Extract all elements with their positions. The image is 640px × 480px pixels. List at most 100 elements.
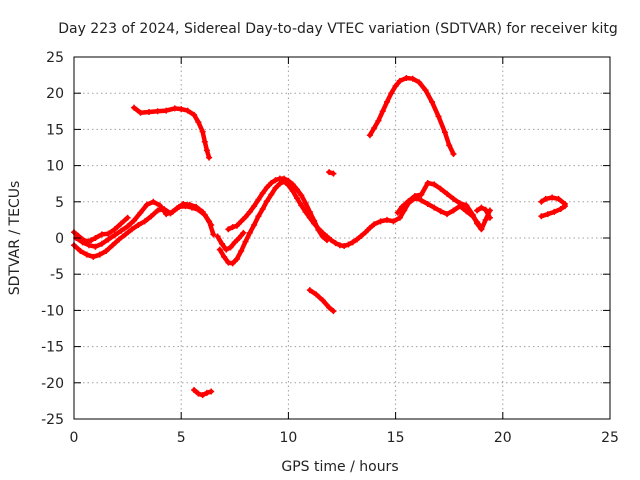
data-point xyxy=(409,75,416,82)
x-tick-label: 25 xyxy=(601,430,619,446)
data-point xyxy=(330,170,337,177)
data-point xyxy=(441,129,448,136)
data-point xyxy=(223,246,230,253)
data-point xyxy=(482,206,489,213)
data-point xyxy=(311,217,318,224)
data-point xyxy=(354,236,361,243)
data-point xyxy=(544,211,551,218)
data-point xyxy=(403,74,410,81)
data-point xyxy=(450,195,457,202)
data-point xyxy=(188,204,195,211)
series-track-4 xyxy=(131,104,213,161)
data-point xyxy=(203,389,210,396)
data-point xyxy=(416,79,423,86)
data-point xyxy=(86,242,93,249)
data-point xyxy=(233,255,240,262)
data-point xyxy=(330,308,337,315)
series-line xyxy=(73,199,214,249)
data-point xyxy=(437,208,444,215)
data-point xyxy=(319,233,326,240)
data-point xyxy=(206,154,213,161)
data-point xyxy=(405,198,412,205)
data-point xyxy=(143,201,150,208)
data-point xyxy=(551,208,558,215)
data-point xyxy=(429,98,436,105)
data-point xyxy=(366,132,373,139)
data-point xyxy=(315,227,322,234)
data-point xyxy=(199,128,206,135)
data-point xyxy=(156,202,163,209)
series-track-5 xyxy=(214,229,247,253)
x-tick-label: 10 xyxy=(279,430,297,446)
data-point xyxy=(88,237,95,244)
data-point xyxy=(137,209,144,216)
series-line xyxy=(474,205,493,220)
data-point xyxy=(218,240,225,247)
x-axis-label: GPS time / hours xyxy=(281,459,398,475)
data-point xyxy=(199,392,206,399)
data-point xyxy=(263,198,270,205)
series-track-14 xyxy=(538,194,568,207)
data-point xyxy=(111,232,118,239)
x-tick-labels: 0 5 10 15 20 25 xyxy=(70,430,619,446)
data-point xyxy=(555,195,562,202)
data-point xyxy=(242,214,249,221)
data-point xyxy=(154,207,161,214)
y-tick-label: 25 xyxy=(46,50,64,66)
data-point xyxy=(437,185,444,192)
data-point xyxy=(116,236,123,243)
data-point xyxy=(293,195,300,202)
data-point xyxy=(90,253,97,260)
data-point xyxy=(154,108,161,115)
data-point xyxy=(371,221,378,228)
data-point xyxy=(169,208,176,215)
data-point xyxy=(98,240,105,247)
y-tick-label: -25 xyxy=(41,412,64,428)
grid xyxy=(74,57,610,419)
data-point xyxy=(431,204,438,211)
data-point xyxy=(171,105,178,112)
data-point xyxy=(131,217,138,224)
data-point xyxy=(150,198,157,205)
data-point xyxy=(105,236,112,243)
series-track-8 xyxy=(306,287,337,315)
data-point xyxy=(216,246,223,253)
data-point xyxy=(371,124,378,131)
data-point xyxy=(306,287,313,294)
data-point xyxy=(392,82,399,89)
data-point xyxy=(401,207,408,214)
data-point xyxy=(418,191,425,198)
series-track-9 xyxy=(326,169,337,177)
data-point xyxy=(233,222,240,229)
data-point xyxy=(182,203,189,210)
data-point xyxy=(79,239,86,246)
y-tick-label: 5 xyxy=(55,195,64,211)
data-point xyxy=(444,211,451,218)
data-point xyxy=(424,179,431,186)
data-point xyxy=(201,138,208,145)
data-point xyxy=(191,387,198,394)
chart-title: Day 223 of 2024, Sidereal Day-to-day VTE… xyxy=(58,21,618,37)
data-point xyxy=(246,229,253,236)
data-point xyxy=(77,248,84,255)
data-point xyxy=(396,214,403,221)
data-point xyxy=(259,206,266,213)
data-point xyxy=(446,142,453,149)
data-point xyxy=(92,243,99,250)
data-point xyxy=(399,203,406,210)
data-point xyxy=(289,187,296,194)
data-point xyxy=(394,209,401,216)
series-track-10 xyxy=(366,74,457,158)
data-point xyxy=(482,216,489,223)
data-point xyxy=(96,251,103,258)
x-tick-label: 0 xyxy=(70,430,79,446)
data-point xyxy=(118,227,125,234)
data-point xyxy=(388,90,395,97)
data-point xyxy=(298,192,305,199)
data-point xyxy=(259,190,266,197)
data-point xyxy=(474,207,481,214)
data-point xyxy=(118,220,125,227)
data-point xyxy=(450,151,457,158)
data-point xyxy=(396,77,403,84)
